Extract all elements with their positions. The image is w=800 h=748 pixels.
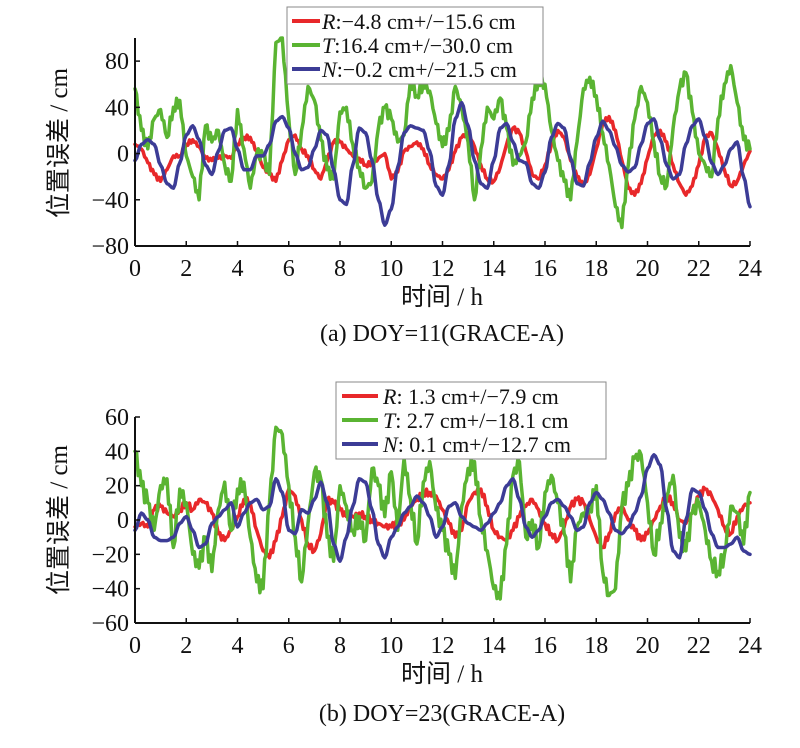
x-tick-label: 6 [283, 633, 295, 659]
x-tick-label: 10 [379, 633, 403, 659]
x-tick-label: 20 [636, 256, 660, 282]
x-tick-label: 10 [379, 256, 403, 282]
caption-a: (a) DOY=11(GRACE-A) [320, 321, 564, 347]
y-tick-label: 0 [117, 142, 129, 168]
series-line-n [133, 100, 752, 227]
x-tick-label: 12 [431, 633, 455, 659]
legend-entry-r: R: 1.3 cm+/−7.9 cm [342, 384, 559, 409]
x-tick-label: 0 [129, 633, 141, 659]
series-line-t [133, 36, 752, 230]
x-tick-label: 8 [334, 256, 346, 282]
x-tick-label: 6 [283, 256, 295, 282]
y-axis-title-b: 位置误差 / cm [45, 444, 73, 595]
legend-entry-n: N: 0.1 cm+/−12.7 cm [342, 432, 571, 457]
x-tick-label: 16 [533, 256, 557, 282]
x-tick-label: 20 [636, 633, 660, 659]
y-tick-label: 40 [105, 439, 129, 465]
legend-entry-t: T:16.4 cm+/−30.0 cm [292, 33, 513, 58]
legend-label-r: R: 1.3 cm+/−7.9 cm [382, 384, 559, 409]
legend-entry-n: N:−0.2 cm+/−21.5 cm [292, 57, 517, 82]
x-tick-label: 18 [584, 256, 608, 282]
x-axis-title-a: 时间 / h [401, 283, 483, 311]
legend-label-n: N:−0.2 cm+/−21.5 cm [321, 57, 517, 82]
x-tick-label: 2 [180, 633, 192, 659]
y-tick-label: −80 [91, 234, 129, 260]
legend-label-n: N: 0.1 cm+/−12.7 cm [382, 432, 571, 457]
legend-entry-r: R:−4.8 cm+/−15.6 cm [292, 9, 516, 34]
x-axis-title-b: 时间 / h [401, 660, 483, 688]
series-layer-b [133, 425, 752, 601]
legend-entry-t: T: 2.7 cm+/−18.1 cm [342, 408, 569, 433]
x-tick-label: 22 [687, 633, 711, 659]
x-tick-label: 16 [533, 633, 557, 659]
x-tick-label: 8 [334, 633, 346, 659]
legend-box-a [286, 6, 544, 85]
y-tick-label: 60 [105, 405, 129, 431]
x-tick-label: 22 [687, 256, 711, 282]
y-tick-label: −40 [91, 188, 129, 214]
x-tick-label: 2 [180, 256, 192, 282]
y-tick-label: −20 [91, 542, 129, 568]
series-line-r [133, 485, 752, 560]
x-tick-label: 24 [738, 633, 762, 659]
x-tick-label: 14 [482, 633, 506, 659]
legend-b: R: 1.3 cm+/−7.9 cm T: 2.7 cm+/−18.1 cm N… [335, 381, 607, 460]
y-tick-label: 40 [105, 95, 129, 121]
legend-label-t: T:16.4 cm+/−30.0 cm [322, 33, 513, 58]
y-tick-label: 0 [117, 508, 129, 534]
series-layer-a [133, 36, 752, 230]
y-tick-label: −60 [91, 611, 129, 637]
series-line-n [133, 453, 752, 563]
legend-label-t: T: 2.7 cm+/−18.1 cm [383, 408, 569, 433]
x-tick-label: 14 [482, 256, 506, 282]
x-tick-label: 0 [129, 256, 141, 282]
caption-b: (b) DOY=23(GRACE-A) [319, 701, 565, 727]
x-tick-label: 4 [232, 256, 244, 282]
x-tick-label: 12 [431, 256, 455, 282]
x-tick-label: 4 [232, 633, 244, 659]
y-tick-label: −40 [91, 577, 129, 603]
x-tick-label: 24 [738, 256, 762, 282]
series-line-r [133, 114, 752, 197]
legend-label-r: R:−4.8 cm+/−15.6 cm [321, 9, 516, 34]
y-tick-label: 20 [105, 474, 129, 500]
legend-a: R:−4.8 cm+/−15.6 cm T:16.4 cm+/−30.0 cm … [286, 6, 544, 85]
legend-box-b [335, 381, 607, 460]
x-tick-label: 18 [584, 633, 608, 659]
y-tick-label: 80 [105, 49, 129, 75]
y-axis-title-a: 位置误差 / cm [45, 67, 73, 218]
series-line-t [133, 425, 752, 601]
